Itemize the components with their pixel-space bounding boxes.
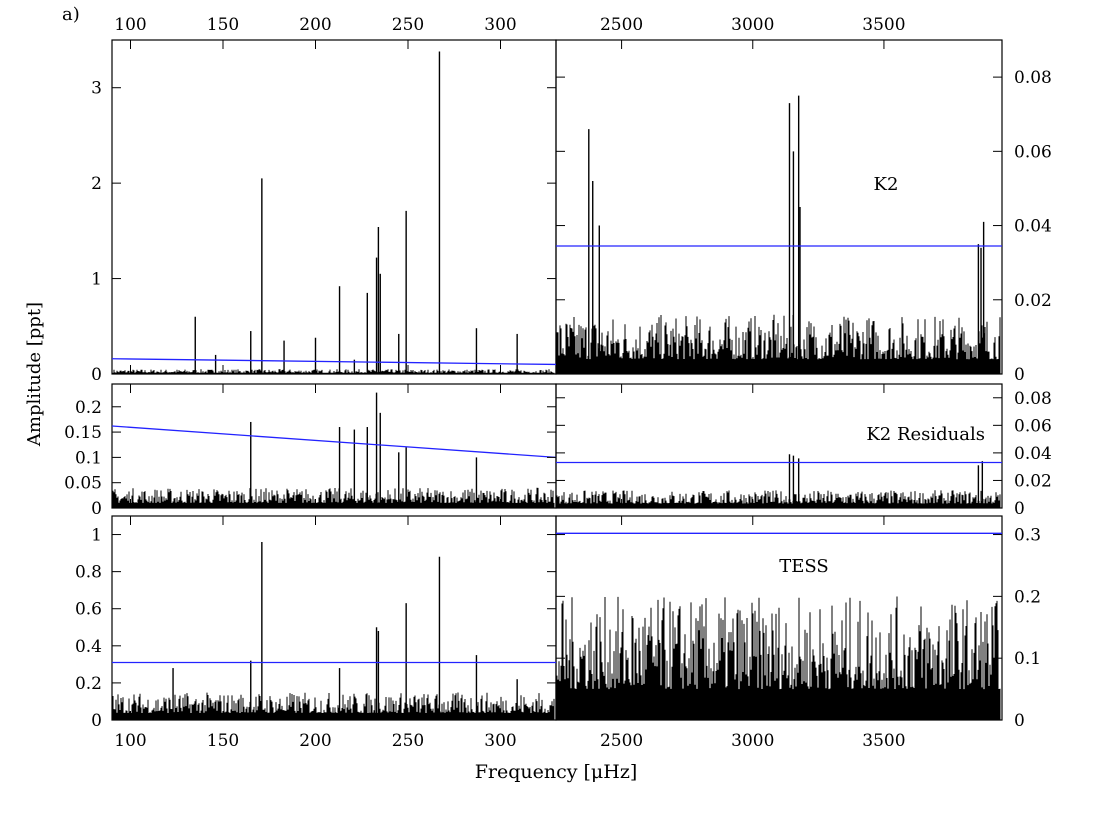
ytick-label-tess-right: 0 [1014,711,1025,731]
xtick-bottom-label-tess-left: 300 [484,731,516,751]
xtick-bottom-label-tess-left: 150 [207,731,239,751]
ytick-label-k2-left: 1 [91,270,102,290]
panel-frame-k2-left [111,39,557,375]
xtick-top-label-k2-left: 100 [114,15,146,35]
ytick-label-tess-left: 0.2 [75,674,102,694]
amplitude-traces [112,51,1001,720]
xtick-top-label-k2-right: 2500 [600,15,643,35]
ytick-label-tess-right: 0.1 [1014,649,1041,669]
panel-frame-k2-residuals-right [555,383,1003,509]
x-axis-label: Frequency [μHz] [475,761,638,783]
ytick-label-tess-left: 0.8 [75,563,102,583]
noise-trace-k2-right [556,314,1001,374]
noise-trace-k2-residuals-right [556,490,1001,508]
row-annotation-tess-right: TESS [779,556,829,577]
xtick-bottom-label-tess-left: 100 [114,731,146,751]
ytick-label-k2-right: 0.04 [1014,217,1052,237]
xtick-bottom-label-tess-left: 250 [392,731,424,751]
xtick-top-label-k2-right: 3000 [731,15,774,35]
ytick-label-tess-left: 1 [91,526,102,546]
xtick-bottom-label-tess-right: 2500 [600,731,643,751]
threshold-lines [111,245,1002,664]
ytick-label-k2-residuals-right: 0.06 [1014,416,1052,436]
ytick-label-k2-residuals-left: 0.05 [64,474,102,494]
ytick-label-tess-left: 0.4 [75,637,102,657]
ytick-label-k2-residuals-left: 0 [91,499,102,519]
ytick-label-k2-right: 0.02 [1014,291,1052,311]
ytick-label-k2-residuals-right: 0.02 [1014,471,1052,491]
threshold-line-k2-residuals-left [111,425,557,459]
ytick-label-tess-left: 0.6 [75,600,102,620]
y-axis-label: Amplitude [ppt] [24,302,45,447]
ytick-label-k2-right: 0.08 [1014,68,1052,88]
xtick-top-label-k2-left: 150 [207,15,239,35]
xtick-bottom-label-tess-right: 3500 [862,731,905,751]
xtick-top-label-k2-right: 3500 [862,15,905,35]
ytick-label-k2-left: 0 [91,365,102,385]
panel-label: a) [62,4,80,25]
xtick-top-label-k2-left: 300 [484,15,516,35]
noise-trace-tess-left [112,692,555,720]
ytick-label-k2-residuals-right: 0.04 [1014,444,1052,464]
ytick-label-tess-right: 0.2 [1014,587,1041,607]
threshold-line-k2-left [111,358,557,366]
xtick-top-label-k2-left: 250 [392,15,424,35]
panel-frame-tess-left [111,515,557,721]
ytick-label-tess-left: 0 [91,711,102,731]
row-annotation-k2-right: K2 [874,174,899,195]
row-annotation-k2-residuals-right: K2 Residuals [866,424,985,445]
ytick-label-k2-residuals-right: 0 [1014,499,1025,519]
panel-frame-k2-residuals-left [111,383,557,509]
noise-trace-tess-right [556,596,1001,720]
ytick-label-k2-right: 0.06 [1014,142,1052,162]
noise-trace-k2-residuals-left [112,487,555,508]
ytick-label-k2-left: 3 [91,79,102,99]
ytick-label-k2-right: 0 [1014,365,1025,385]
ytick-label-k2-residuals-right: 0.08 [1014,389,1052,409]
noise-trace-k2-left [112,369,555,374]
ytick-label-k2-left: 2 [91,174,102,194]
xtick-bottom-label-tess-right: 3000 [731,731,774,751]
ytick-label-k2-residuals-left: 0.2 [75,398,102,418]
xtick-top-label-k2-left: 200 [299,15,331,35]
ytick-label-tess-right: 0.3 [1014,526,1041,546]
xtick-bottom-label-tess-left: 200 [299,731,331,751]
ytick-label-k2-residuals-left: 0.1 [75,448,102,468]
ytick-label-k2-residuals-left: 0.15 [64,423,102,443]
